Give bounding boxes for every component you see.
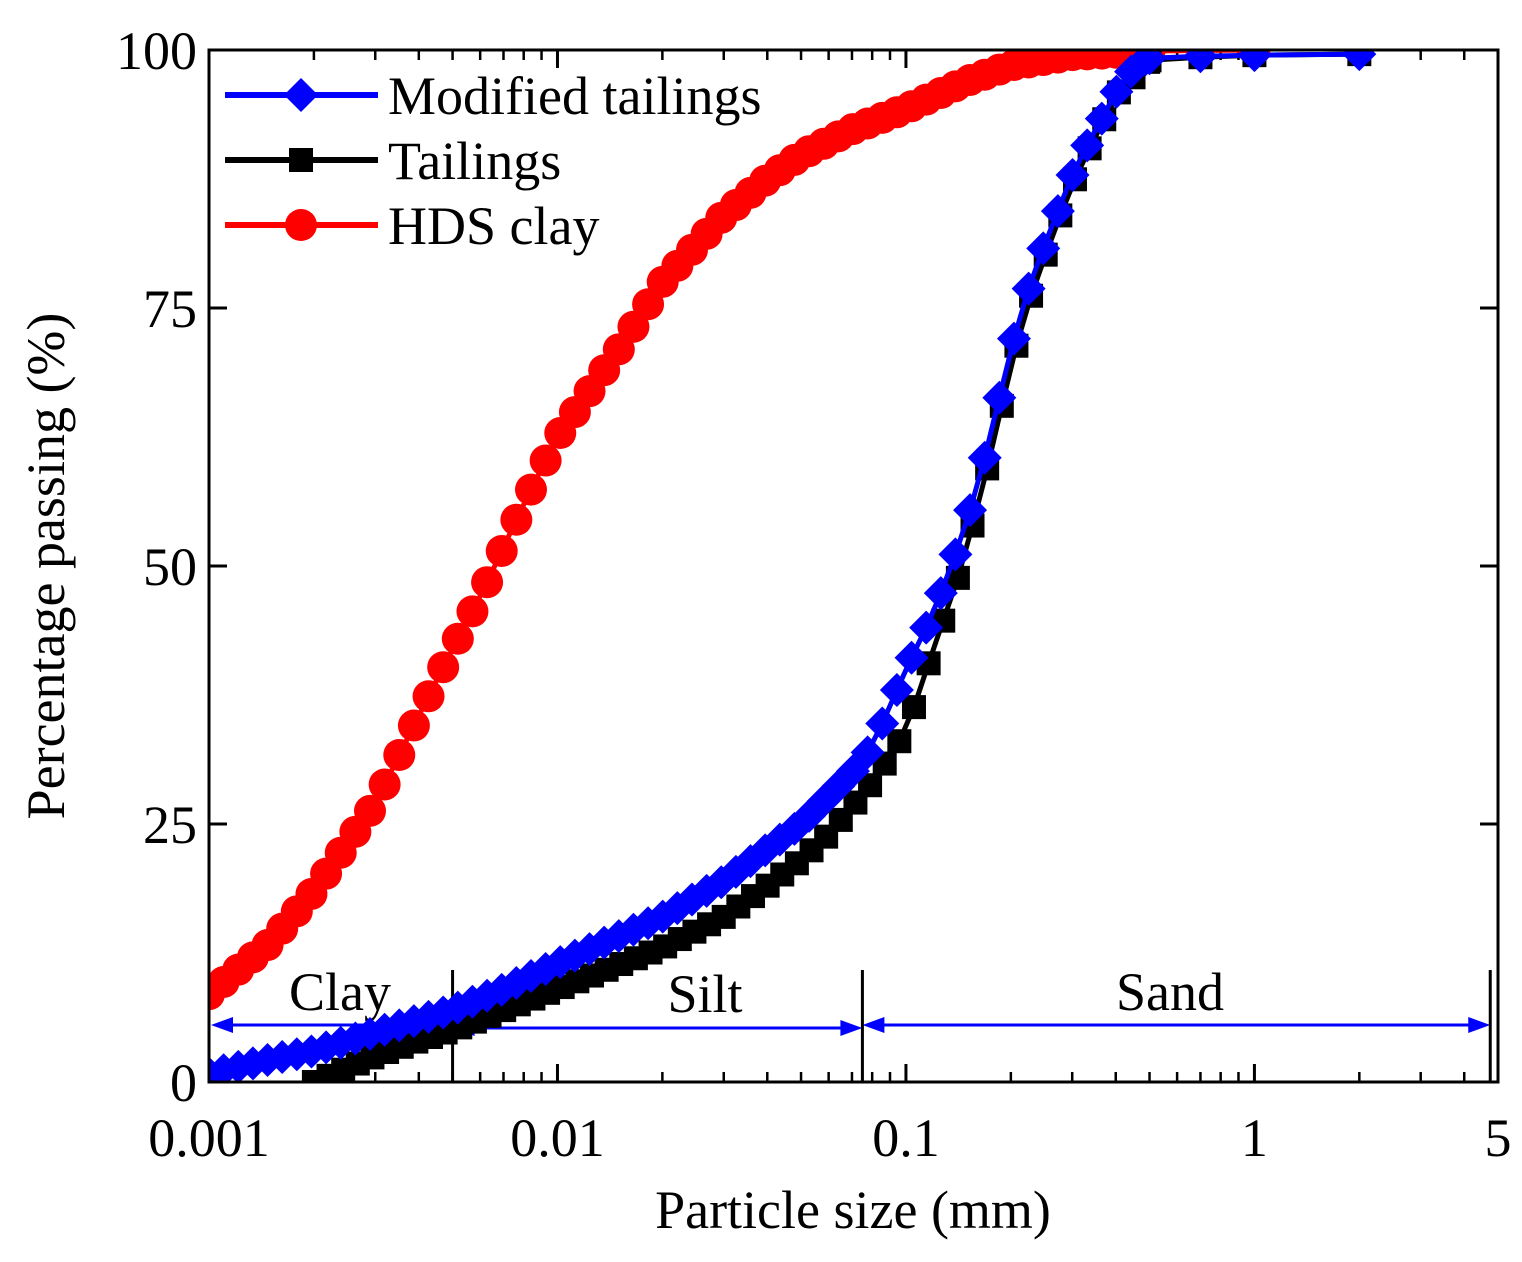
diamond-marker — [967, 440, 1002, 475]
x-tick-label: 0.1 — [872, 1108, 940, 1168]
circle-marker — [383, 738, 416, 771]
diamond-marker — [1183, 50, 1218, 74]
x-tick-label: 0.01 — [510, 1108, 605, 1168]
square-marker — [887, 729, 912, 754]
legend-label: Tailings — [388, 131, 561, 191]
diamond-marker — [894, 640, 929, 675]
zone-arrow-head-right — [1468, 1017, 1491, 1033]
diamond-marker — [923, 576, 958, 611]
y-tick-label: 75 — [143, 279, 197, 339]
square-marker — [289, 148, 313, 172]
diamond-marker — [996, 321, 1031, 356]
axis-ticks — [207, 48, 1500, 1084]
zone-label: Clay — [289, 962, 391, 1022]
series-line — [209, 51, 1360, 1077]
circle-marker — [500, 503, 533, 536]
y-tick-label: 0 — [170, 1053, 197, 1113]
zone-arrow-head-right — [840, 1020, 863, 1036]
diamond-marker — [1055, 158, 1090, 193]
soil-zone-annotations: Clay Silt Sand — [211, 962, 1492, 1082]
zone-arrow-head-left — [211, 1017, 233, 1033]
x-tick-label: 1 — [1241, 1108, 1268, 1168]
data-series — [209, 50, 1377, 1082]
diamond-marker — [1237, 50, 1272, 73]
circle-marker — [471, 566, 504, 599]
x-tick-label: 5 — [1485, 1108, 1512, 1168]
legend-label: HDS clay — [388, 196, 599, 256]
diamond-marker — [982, 380, 1017, 415]
diamond-marker — [1132, 50, 1167, 76]
diamond-marker — [1040, 194, 1075, 229]
diamond-marker — [938, 537, 973, 572]
diamond-marker — [909, 610, 944, 645]
y-tick-label: 50 — [143, 537, 197, 597]
legend-label: Modified tailings — [388, 66, 761, 126]
x-axis-label: Particle size (mm) — [655, 1180, 1051, 1240]
y-tick-label: 100 — [116, 21, 197, 81]
diamond-marker — [879, 672, 914, 707]
diamond-marker — [953, 493, 988, 528]
circle-marker — [412, 680, 445, 713]
diamond-marker — [865, 706, 900, 741]
series-hds-clay — [209, 50, 1271, 1011]
circle-marker — [427, 651, 460, 684]
legend-item: Modified tailings — [225, 66, 761, 126]
x-tick-label: 0.001 — [148, 1108, 270, 1168]
diamond-marker — [1026, 231, 1061, 266]
circle-marker — [285, 209, 317, 241]
legend-item: HDS clay — [225, 196, 599, 256]
circle-marker — [397, 709, 430, 742]
diamond-marker — [850, 735, 885, 770]
circle-marker — [368, 768, 401, 801]
plot-frame — [207, 48, 1500, 1084]
circle-marker — [441, 622, 474, 655]
legend-item: Tailings — [225, 131, 561, 191]
y-tick-label: 25 — [143, 795, 197, 855]
circle-marker — [456, 595, 489, 628]
circle-marker — [485, 534, 518, 567]
zone-label: Sand — [1116, 962, 1224, 1022]
y-axis-label: Percentage passing (%) — [16, 313, 76, 820]
circle-marker — [353, 794, 386, 827]
series-modified-tailings — [209, 50, 1377, 1082]
diamond-marker — [1070, 128, 1105, 163]
diamond-marker — [1099, 74, 1134, 109]
diamond-marker — [1084, 101, 1119, 136]
zone-arrow-head-left — [862, 1017, 885, 1033]
circle-marker — [514, 473, 547, 506]
diamond-marker — [1011, 271, 1046, 306]
circle-marker — [529, 444, 562, 477]
diamond-marker — [1342, 50, 1377, 72]
square-marker — [901, 695, 926, 720]
diamond-marker — [284, 78, 318, 112]
zone-label: Silt — [667, 964, 742, 1024]
